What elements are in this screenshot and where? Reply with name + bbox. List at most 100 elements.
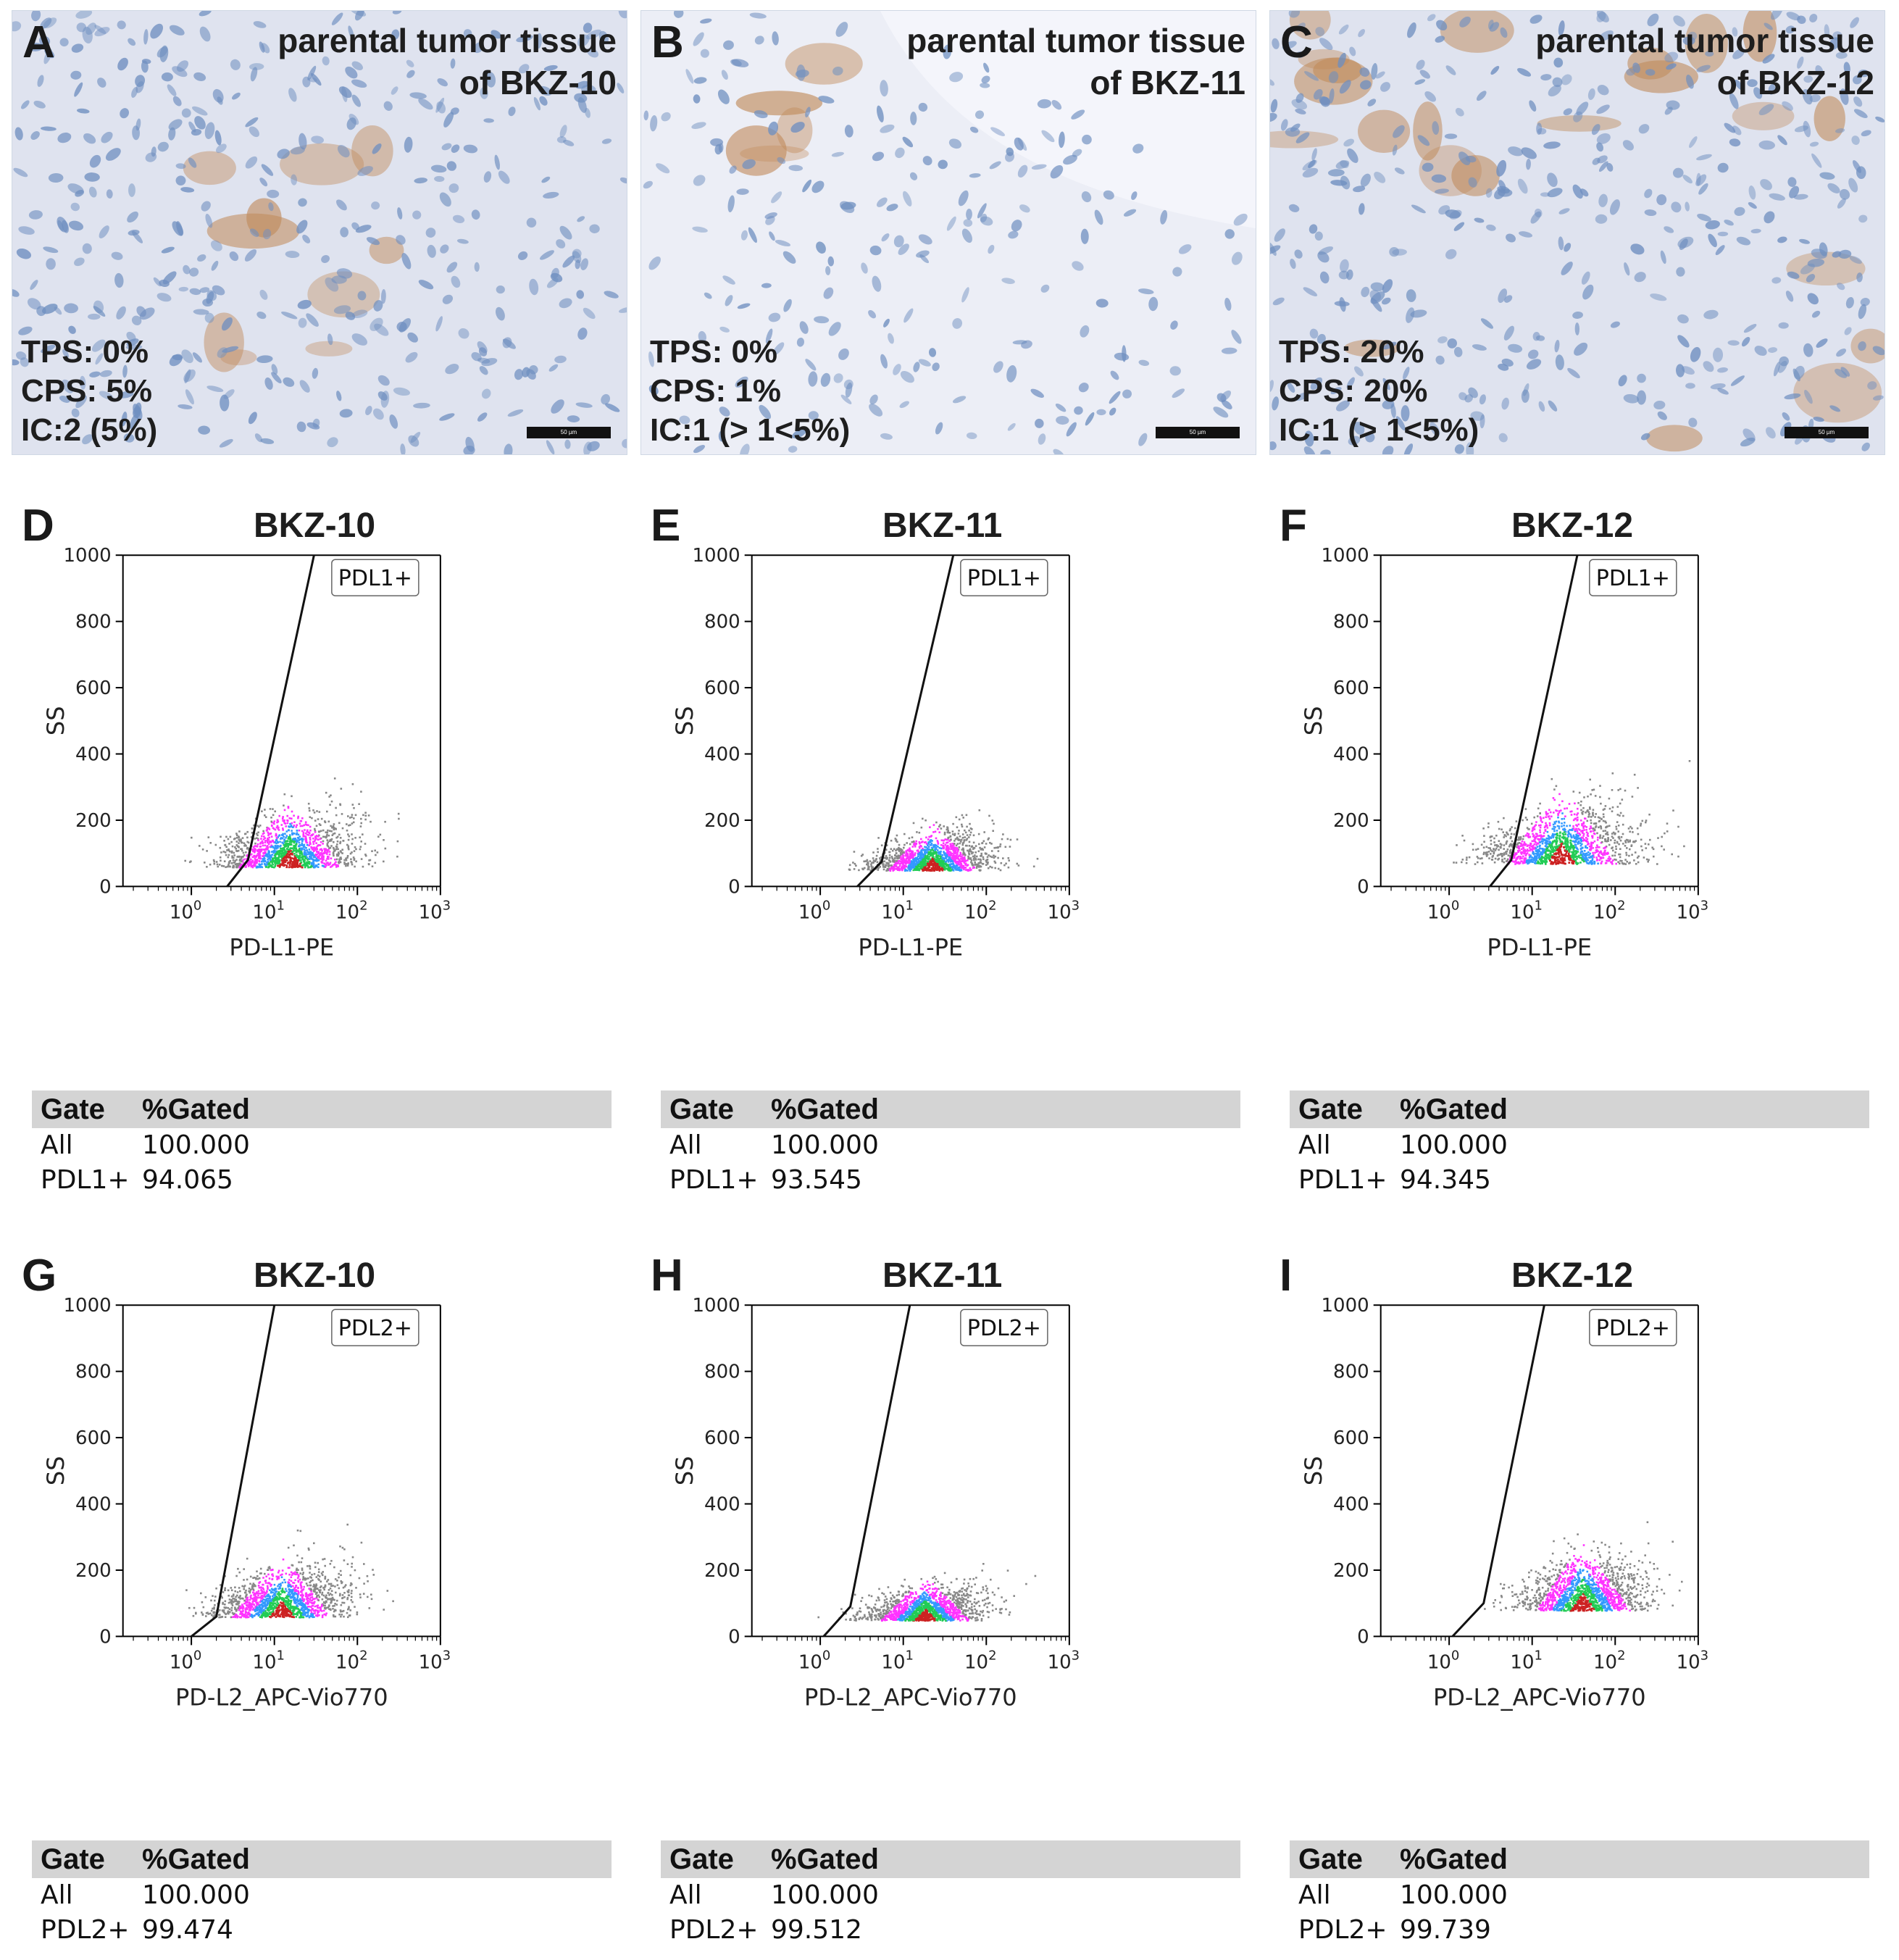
event-dot xyxy=(362,814,364,817)
event-dot xyxy=(1482,827,1485,830)
event-dot xyxy=(245,866,247,868)
event-dot xyxy=(280,864,282,866)
event-dot xyxy=(943,840,945,842)
event-dot xyxy=(904,865,906,867)
event-dot xyxy=(911,851,914,853)
event-dot xyxy=(973,859,975,862)
event-dot xyxy=(969,845,971,847)
gate-line[interactable] xyxy=(857,555,953,886)
event-dot xyxy=(263,833,265,835)
event-dot xyxy=(932,856,934,858)
event-dot xyxy=(251,865,254,867)
event-dot xyxy=(1677,826,1679,828)
event-dot xyxy=(973,867,975,869)
event-dot xyxy=(914,864,916,867)
event-dot xyxy=(1618,843,1620,846)
event-dot xyxy=(945,844,947,846)
event-dot xyxy=(930,855,932,857)
event-dot xyxy=(317,864,320,866)
event-dot xyxy=(301,820,303,822)
event-dot xyxy=(1608,798,1611,800)
event-dot xyxy=(930,835,932,837)
event-dot xyxy=(1535,821,1537,823)
event-dot xyxy=(240,838,242,841)
event-dot xyxy=(1488,847,1490,849)
event-dot xyxy=(384,821,386,823)
event-dot xyxy=(225,846,228,848)
event-dot xyxy=(311,817,313,820)
event-dot xyxy=(957,857,959,859)
event-dot xyxy=(265,816,267,818)
event-dot xyxy=(243,852,245,854)
event-dot xyxy=(1603,830,1605,833)
event-dot xyxy=(304,856,306,858)
event-dot xyxy=(303,832,305,834)
event-dot xyxy=(289,817,291,820)
event-dot xyxy=(321,850,323,852)
event-dot xyxy=(968,836,970,838)
event-dot xyxy=(906,850,908,852)
event-dot xyxy=(972,864,974,866)
event-dot xyxy=(204,862,206,864)
event-dot xyxy=(964,863,967,865)
event-dot xyxy=(229,866,231,868)
event-dot xyxy=(1621,836,1623,838)
event-dot xyxy=(290,858,292,860)
event-dot xyxy=(1620,812,1622,814)
event-dot xyxy=(982,842,984,844)
event-dot xyxy=(256,833,258,835)
event-dot xyxy=(935,838,938,840)
event-dot xyxy=(285,861,287,863)
event-dot xyxy=(930,841,932,843)
event-dot xyxy=(959,843,961,845)
event-dot xyxy=(1581,843,1583,846)
event-dot xyxy=(333,841,335,843)
gate-line[interactable] xyxy=(228,555,314,886)
event-dot xyxy=(260,846,262,848)
event-dot xyxy=(1561,818,1564,820)
event-dot xyxy=(304,860,306,862)
event-dot xyxy=(223,865,225,867)
event-dot xyxy=(899,863,901,865)
event-dot xyxy=(959,846,961,848)
event-dot xyxy=(852,862,854,864)
cell-nucleus xyxy=(88,314,101,320)
event-dot xyxy=(347,815,349,817)
event-dot xyxy=(267,827,270,830)
event-dot xyxy=(959,870,961,872)
event-dot xyxy=(1537,835,1539,837)
event-dot xyxy=(298,859,300,862)
event-dot xyxy=(263,838,265,841)
image-title-c: parental tumor tissue of BKZ-12 xyxy=(1535,20,1874,104)
event-dot xyxy=(316,825,318,827)
event-dot xyxy=(298,865,300,867)
event-dot xyxy=(1683,846,1685,848)
event-dot xyxy=(336,846,338,848)
y-axis-label: SS xyxy=(42,706,70,735)
event-dot xyxy=(316,848,318,851)
event-dot xyxy=(1622,862,1624,864)
event-dot xyxy=(877,837,880,839)
event-dot xyxy=(1000,843,1002,846)
event-dot xyxy=(1466,856,1468,859)
cell-nucleus xyxy=(46,258,56,270)
event-dot xyxy=(279,851,281,853)
event-dot xyxy=(262,867,264,869)
event-dot xyxy=(327,846,330,848)
event-dot xyxy=(970,851,972,853)
event-dot xyxy=(294,838,296,841)
event-dot xyxy=(261,848,263,851)
event-dot xyxy=(946,864,948,867)
event-dot xyxy=(890,848,893,850)
event-dot xyxy=(1677,856,1679,858)
event-dot xyxy=(351,864,354,866)
event-dot xyxy=(986,859,988,862)
event-dot xyxy=(1637,827,1639,830)
event-dot xyxy=(283,849,285,851)
event-dot xyxy=(953,852,955,854)
event-dot xyxy=(889,854,891,856)
event-dot xyxy=(250,864,252,866)
event-dot xyxy=(274,811,276,813)
